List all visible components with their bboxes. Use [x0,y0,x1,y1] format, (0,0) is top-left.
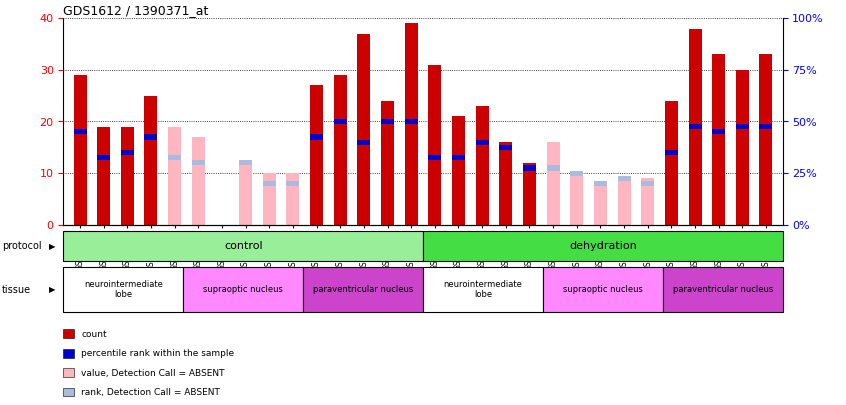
Bar [570,173,583,225]
Bar [357,140,371,145]
Text: neurointermediate
lobe: neurointermediate lobe [84,280,162,299]
Bar [452,155,465,160]
Bar [121,150,134,155]
Bar [145,134,157,140]
Bar [404,119,418,124]
Bar [641,181,654,186]
Bar [263,173,276,225]
Bar [618,176,630,181]
Bar [239,163,252,225]
Bar [543,267,662,312]
Bar [475,140,489,145]
Bar [665,101,678,225]
Text: value, Detection Call = ABSENT: value, Detection Call = ABSENT [81,369,225,377]
Text: control: control [224,241,262,251]
Bar [357,34,371,225]
Bar [547,142,559,225]
Bar [184,267,303,312]
Bar [74,129,86,134]
Bar [594,181,607,186]
Bar [523,165,536,171]
Bar [760,54,772,225]
Bar [333,119,347,124]
Bar [404,23,418,225]
Text: ▶: ▶ [49,285,56,294]
Bar [239,160,252,165]
Bar [760,124,772,129]
Text: protocol: protocol [2,241,41,251]
Bar [689,28,701,225]
Text: GDS1612 / 1390371_at: GDS1612 / 1390371_at [63,4,209,17]
Bar [381,101,394,225]
Bar [97,127,110,225]
Text: supraoptic nucleus: supraoptic nucleus [203,285,283,294]
Bar [168,155,181,160]
Bar [736,70,749,225]
Bar [74,75,86,225]
Bar [689,124,701,129]
Text: neurointermediate
lobe: neurointermediate lobe [443,280,522,299]
Text: rank, Detection Call = ABSENT: rank, Detection Call = ABSENT [81,388,220,397]
Bar [428,155,442,160]
Bar [333,75,347,225]
Bar [428,65,442,225]
Text: paraventricular nucleus: paraventricular nucleus [673,285,772,294]
Text: count: count [81,330,107,339]
Bar [452,116,465,225]
Bar [499,142,513,225]
Bar [192,137,205,225]
Bar [547,165,559,171]
Text: supraoptic nucleus: supraoptic nucleus [563,285,643,294]
Bar [570,171,583,176]
Bar [662,267,783,312]
Text: ▶: ▶ [49,241,56,251]
Text: paraventricular nucleus: paraventricular nucleus [313,285,413,294]
Bar [423,267,543,312]
Bar [423,231,783,261]
Bar [97,155,110,160]
Bar [736,124,749,129]
Bar [475,106,489,225]
Bar [523,163,536,225]
Bar [287,173,299,225]
Bar [499,145,513,150]
Bar [641,178,654,225]
Text: tissue: tissue [2,285,30,294]
Bar [310,134,323,140]
Bar [303,267,423,312]
Bar [712,54,725,225]
Bar [381,119,394,124]
Bar [287,181,299,186]
Bar [192,160,205,165]
Bar [712,129,725,134]
Bar [263,181,276,186]
Bar [310,85,323,225]
Bar [168,127,181,225]
Bar [618,178,630,225]
Bar [145,96,157,225]
Bar [665,150,678,155]
Text: percentile rank within the sample: percentile rank within the sample [81,349,234,358]
Text: dehydration: dehydration [569,241,637,251]
Bar [594,183,607,225]
Bar [121,127,134,225]
Bar [63,231,423,261]
Bar [63,267,184,312]
